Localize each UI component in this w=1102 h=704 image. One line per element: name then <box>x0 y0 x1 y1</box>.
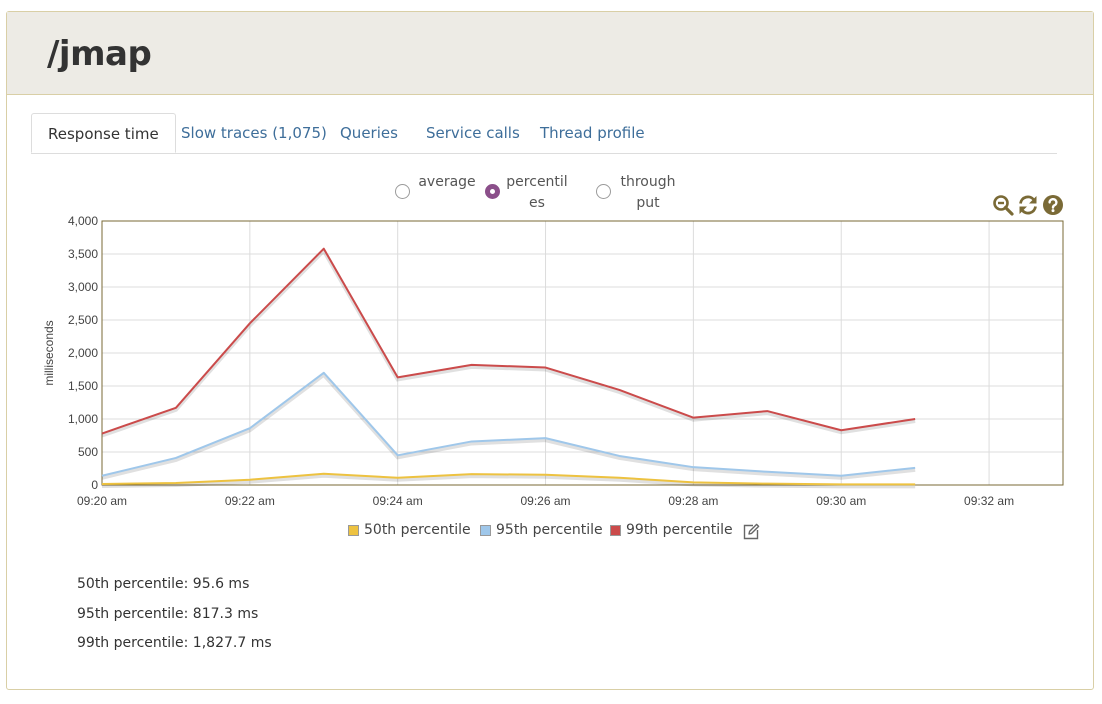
series-line-99th <box>101 247 916 435</box>
legend-item-99th[interactable]: 99th percentile <box>610 522 733 538</box>
x-tick-label: 09:24 am <box>373 494 423 508</box>
tab-slow-traces[interactable]: Slow traces (1,075) <box>181 124 327 142</box>
legend-item-95th[interactable]: 95th percentile <box>480 522 603 538</box>
refresh-icon[interactable] <box>1017 194 1039 216</box>
radio-percentiles-circle[interactable] <box>485 184 500 199</box>
edit-legend-icon[interactable] <box>741 522 761 542</box>
percentile-summary: 50th percentile: 95.6 ms 95th percentile… <box>77 574 272 663</box>
series-shadow <box>101 473 916 489</box>
legend-item-50th[interactable]: 50th percentile <box>348 522 471 538</box>
x-tick-label: 09:22 am <box>225 494 275 508</box>
legend-label-95th: 95th percentile <box>496 522 603 538</box>
panel-header: /jmap <box>7 12 1093 95</box>
radio-throughput-circle[interactable] <box>596 184 611 199</box>
legend-label-99th: 99th percentile <box>626 522 733 538</box>
radio-percentiles[interactable]: percentiles <box>485 172 568 214</box>
series-shadow <box>101 372 916 480</box>
summary-95th: 95th percentile: 817.3 ms <box>77 605 259 622</box>
y-tick-label: 0 <box>91 478 98 492</box>
radio-percentiles-label: percentiles <box>506 174 568 211</box>
y-tick-label: 1,500 <box>68 379 98 393</box>
summary-99th: 99th percentile: 1,827.7 ms <box>77 635 272 651</box>
radio-average-label: average <box>418 174 476 190</box>
x-tick-label: 09:20 am <box>77 494 127 508</box>
help-icon[interactable] <box>1042 194 1064 216</box>
y-tick-label: 4,000 <box>68 214 98 228</box>
radio-throughput-label: throughput <box>620 174 676 211</box>
x-tick-label: 09:30 am <box>816 494 866 508</box>
zoom-out-icon[interactable] <box>992 194 1014 216</box>
legend-swatch-99th <box>610 524 621 536</box>
legend-label-50th: 50th percentile <box>364 522 471 538</box>
legend-swatch-95th <box>480 524 491 536</box>
tab-response-time[interactable]: Response time <box>31 113 176 153</box>
radio-average-circle[interactable] <box>395 184 410 199</box>
y-tick-label: 3,500 <box>68 247 98 261</box>
radio-average[interactable]: average <box>395 172 478 199</box>
y-tick-label: 1,000 <box>68 412 98 426</box>
legend-swatch-50th <box>348 524 359 536</box>
x-tick-label: 09:32 am <box>964 494 1014 508</box>
series-line-95th <box>101 371 916 477</box>
x-tick-label: 09:28 am <box>668 494 718 508</box>
y-tick-label: 500 <box>78 445 98 459</box>
radio-throughput[interactable]: throughput <box>596 172 679 214</box>
x-tick-label: 09:26 am <box>521 494 571 508</box>
tab-queries[interactable]: Queries <box>340 124 398 142</box>
tab-thread-profile[interactable]: Thread profile <box>540 124 645 142</box>
y-axis-label: milliseconds <box>42 320 56 385</box>
tab-service-calls[interactable]: Service calls <box>426 124 520 142</box>
y-tick-label: 2,500 <box>68 313 98 327</box>
series-line-50th <box>101 472 916 486</box>
series-shadow <box>101 247 916 438</box>
page-title: /jmap <box>47 34 152 74</box>
y-tick-label: 2,000 <box>68 346 98 360</box>
tab-bar: Response time Slow traces (1,075) Querie… <box>31 113 1057 154</box>
plot-border <box>101 220 1064 486</box>
summary-50th: 50th percentile: 95.6 ms <box>77 576 250 592</box>
y-tick-label: 3,000 <box>68 280 98 294</box>
